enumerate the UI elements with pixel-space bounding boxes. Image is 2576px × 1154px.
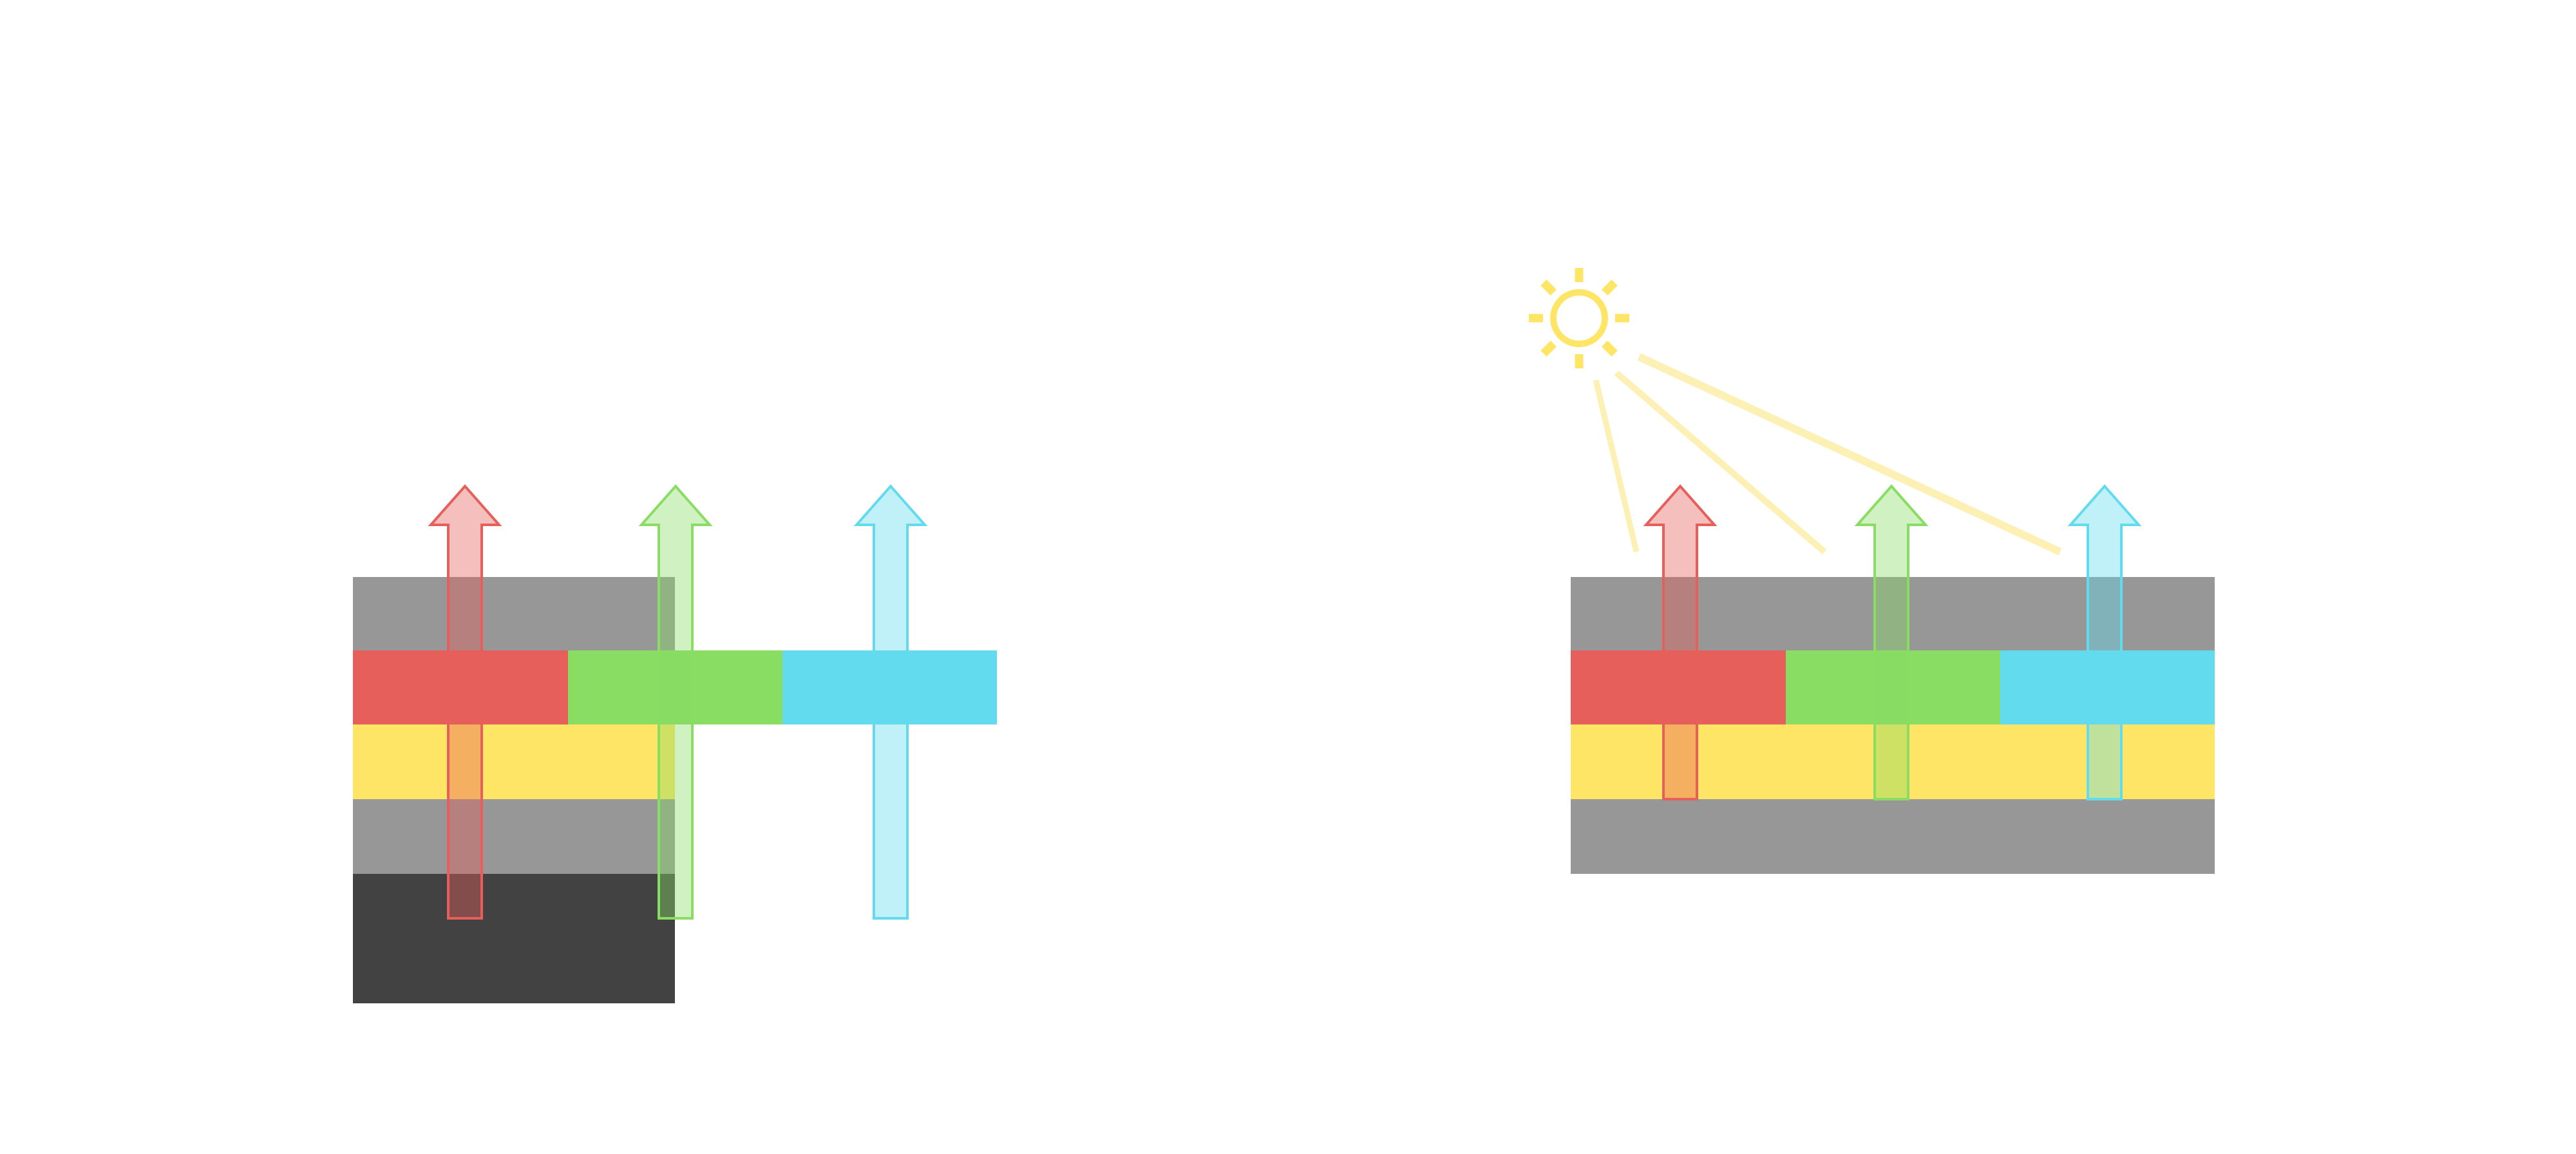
left-stack xyxy=(353,577,997,1003)
cyan-light-arrow xyxy=(853,484,928,920)
left-arrows xyxy=(428,484,928,920)
red-light-arrow xyxy=(428,484,502,920)
sun-ray xyxy=(1540,341,1557,357)
top-gray-layer xyxy=(353,577,675,650)
right-arrows xyxy=(1643,484,2142,800)
dark-backlight-layer xyxy=(353,874,675,1003)
cyan-light-arrow xyxy=(2067,484,2142,800)
sun-ray xyxy=(1602,279,1618,296)
yellow-layer xyxy=(353,724,675,799)
green-light-arrow xyxy=(638,484,713,920)
green-subpixel xyxy=(568,650,782,724)
cyan-subpixel xyxy=(2000,650,2215,724)
yellow-layer xyxy=(1571,724,2215,799)
sun-ray xyxy=(1602,341,1618,357)
bottom-gray-layer xyxy=(353,799,675,874)
red-light-arrow xyxy=(1643,484,1718,800)
light-ray xyxy=(1614,370,1827,554)
cyan-subpixel xyxy=(782,650,997,724)
light-ray xyxy=(1593,379,1640,553)
sun-ray xyxy=(1540,279,1557,296)
bottom-gray-layer xyxy=(1571,799,2215,874)
green-light-arrow xyxy=(1854,484,1929,800)
green-subpixel xyxy=(1786,650,2000,724)
ambient-light-rays xyxy=(1593,353,2062,556)
red-subpixel xyxy=(1571,650,1786,724)
red-subpixel xyxy=(353,650,568,724)
right-stack xyxy=(1571,577,2215,874)
light-ray xyxy=(1637,353,2062,556)
top-gray-layer xyxy=(1571,577,2215,650)
sun-icon xyxy=(1529,268,1629,368)
